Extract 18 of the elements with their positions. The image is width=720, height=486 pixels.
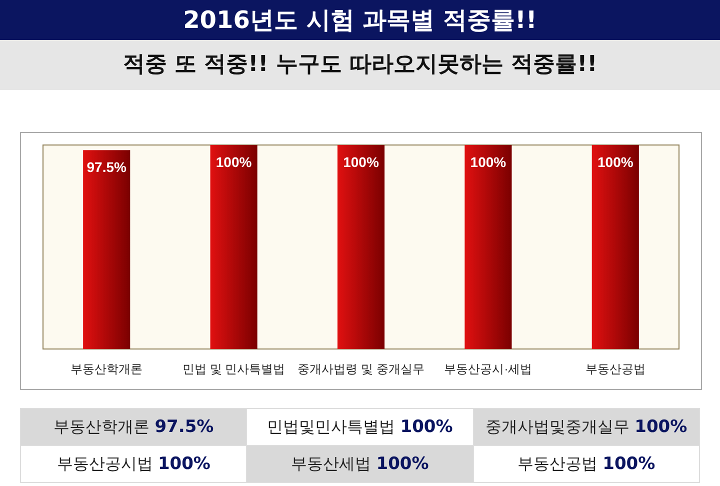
data-label: 97.5%	[86, 159, 127, 176]
text: 부동산공시법 100%	[20, 446, 247, 482]
text: 민법및민사특별법 100%	[246, 408, 474, 446]
data-label: 100%	[597, 154, 634, 170]
data-label: 100%	[470, 154, 507, 170]
x-tick-label: 부동산학개론	[70, 362, 143, 376]
text: 부동산공법 100%	[473, 446, 700, 482]
text: 중개사법및중개실무 100%	[473, 408, 700, 446]
chart-title: 2016년도 시험 과목별 적중률!!	[0, 0, 720, 40]
data-label: 100%	[343, 154, 380, 170]
x-tick-label: 부동산공시·세법	[444, 362, 532, 376]
x-tick-label: 중개사법령 및 중개실무	[298, 362, 424, 376]
data-label: 100%	[216, 154, 252, 170]
text: 부동산세법 100%	[246, 446, 474, 482]
x-tick-label: 부동산공법	[585, 362, 646, 376]
chart-subtitle: 적중 또 적중!! 누구도 따라오지못하는 적중률!!	[0, 40, 720, 90]
text: 부동산학개론 97.5%	[20, 408, 247, 446]
x-tick-label: 민법 및 민사특별법	[182, 362, 286, 376]
